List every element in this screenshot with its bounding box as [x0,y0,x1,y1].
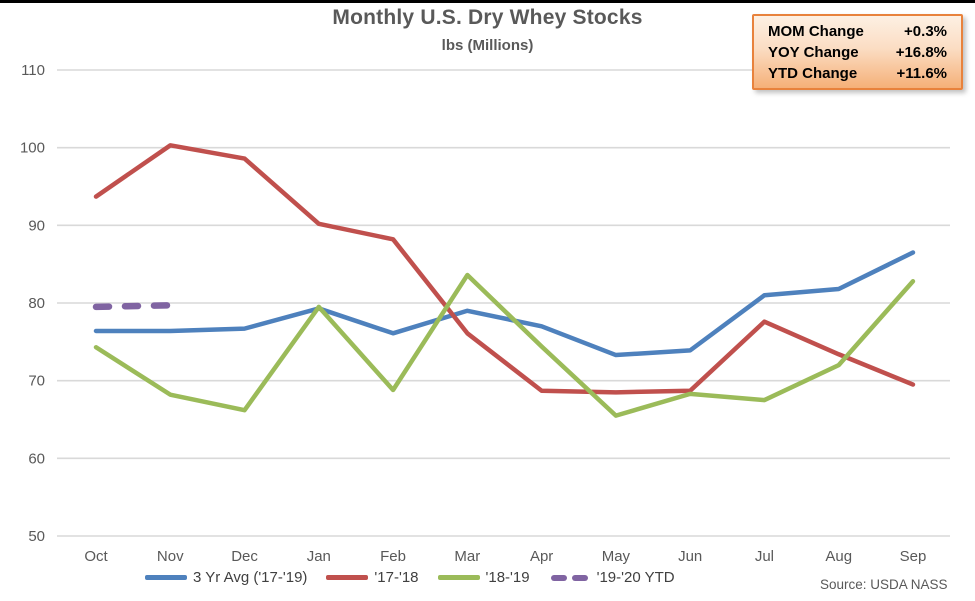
legend-item-3: '19-'20 YTD [549,569,675,586]
y-axis-tick-label: 100 [20,140,45,157]
legend-label: 3 Yr Avg ('17-'19) [193,569,308,586]
ytd-change-label: YTD Change [768,64,858,82]
legend-item-2: '18-'19 [437,569,530,586]
legend-dash-segment [551,574,568,581]
mom-change-value: +0.3% [904,22,947,40]
legend-item-0: 3 Yr Avg ('17-'19) [145,569,307,586]
yoy-change-value: +16.8% [895,43,947,61]
ytd-change-value: +11.6% [896,64,947,82]
y-axis-tick-label: 90 [28,217,45,234]
chart-subtitle: lbs (Millions) [441,37,534,54]
legend-line-sample [437,575,480,580]
legend-label: '19-'20 YTD [596,569,675,586]
x-axis-category-label: Apr [530,548,553,565]
x-axis-category-label: Nov [157,548,184,565]
legend-solid-segment [145,575,187,580]
ytd-change-row: YTD Change +11.6% [768,63,947,84]
chart-legend: 3 Yr Avg ('17-'19) '17-'18 '18-'19 '19-'20 … [145,569,675,586]
y-axis-tick-label: 110 [21,62,45,79]
legend-line-sample [549,574,591,581]
legend-solid-segment [437,575,480,580]
y-axis-tick-label: 60 [28,450,45,467]
y-axis-tick-label: 80 [28,295,45,312]
top-border-line [0,0,975,3]
legend-line-sample [145,575,187,580]
series-line-2 [93,272,916,418]
chart-title: Monthly U.S. Dry Whey Stocks [332,6,643,29]
series-line-1 [93,143,916,395]
x-axis-category-label: Mar [454,548,480,565]
legend-solid-segment [326,575,369,580]
yoy-change-row: YOY Change +16.8% [768,42,947,63]
x-axis-category-label: Jul [755,548,774,565]
mom-change-row: MOM Change +0.3% [768,21,947,42]
x-axis-category-label: Aug [825,548,852,565]
x-axis-category-label: Oct [84,548,108,565]
legend-dash-segment [572,574,589,581]
change-summary-box: MOM Change +0.3% YOY Change +16.8% YTD C… [752,14,963,90]
legend-item-1: '17-'18 [326,569,419,586]
legend-line-sample [326,575,369,580]
mom-change-label: MOM Change [768,22,864,40]
x-axis-category-label: Jun [678,548,702,565]
x-axis-category-label: Jan [307,548,331,565]
x-axis-category-label: Dec [231,548,258,565]
y-axis-tick-label: 50 [28,528,45,545]
yoy-change-label: YOY Change [768,43,859,61]
y-axis-tick-label: 70 [28,373,45,390]
legend-label: '18-'19 [485,569,530,586]
series-line-0 [93,250,916,358]
x-axis-category-label: Feb [380,548,406,565]
x-axis-category-label: Sep [900,548,927,565]
legend-label: '17-'18 [374,569,419,586]
source-text: Source: USDA NASS [820,577,948,592]
series-line-3 [92,302,174,311]
x-axis-category-label: May [602,548,631,565]
